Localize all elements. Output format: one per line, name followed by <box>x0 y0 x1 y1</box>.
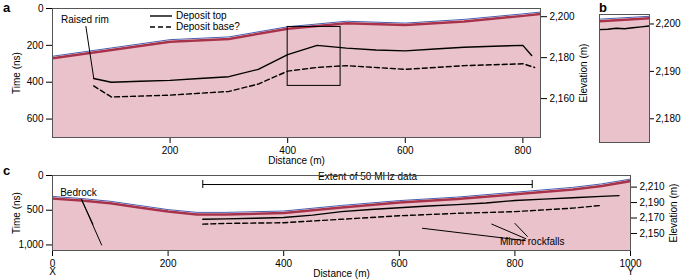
svg-text:Elevation (m): Elevation (m) <box>578 44 589 103</box>
svg-text:Elevation (m): Elevation (m) <box>668 184 679 243</box>
html-text:b: b <box>599 0 607 15</box>
svg-text:2,190: 2,190 <box>640 197 665 208</box>
svg-text:600: 600 <box>397 145 414 156</box>
svg-text:Time (ns): Time (ns) <box>11 52 22 94</box>
svg-text:0: 0 <box>38 170 44 181</box>
svg-text:400: 400 <box>279 144 296 156</box>
svg-text:2,160: 2,160 <box>550 93 575 104</box>
svg-text:200: 200 <box>160 258 177 269</box>
svg-text:Distance (m): Distance (m) <box>268 155 325 166</box>
svg-text:0: 0 <box>38 3 44 14</box>
svg-text:600: 600 <box>27 113 44 124</box>
svg-text:2,170: 2,170 <box>640 212 665 223</box>
svg-text:1,000: 1,000 <box>18 239 43 250</box>
svg-text:2,150: 2,150 <box>640 228 665 239</box>
svg-text:600: 600 <box>391 258 408 269</box>
html-text:Deposit base?: Deposit base? <box>176 21 240 32</box>
svg-text:200: 200 <box>27 40 44 51</box>
svg-text:Y: Y <box>627 266 634 277</box>
svg-text:400: 400 <box>275 258 292 269</box>
svg-text:0: 0 <box>49 257 56 269</box>
html-text:Deposit top: Deposit top <box>176 10 227 21</box>
svg-text:Distance (m): Distance (m) <box>313 268 370 279</box>
svg-text:Minor rockfalls: Minor rockfalls <box>500 236 564 247</box>
svg-text:1000: 1000 <box>619 257 642 269</box>
svg-text:800: 800 <box>507 258 524 269</box>
svg-text:2,180: 2,180 <box>656 113 681 124</box>
svg-text:2,200: 2,200 <box>550 11 575 22</box>
svg-text:Time (ns): Time (ns) <box>11 192 22 234</box>
svg-text:2,190: 2,190 <box>656 66 681 77</box>
svg-text:Extent of 50 MHz data: Extent of 50 MHz data <box>318 171 417 182</box>
svg-text:2,200: 2,200 <box>656 18 681 29</box>
svg-text:800: 800 <box>515 145 532 156</box>
html-text:c: c <box>3 163 11 178</box>
svg-text:2,210: 2,210 <box>640 181 665 192</box>
svg-text:500: 500 <box>27 204 44 215</box>
svg-text:200: 200 <box>162 145 179 156</box>
svg-text:X: X <box>49 266 56 277</box>
svg-text:400: 400 <box>27 76 44 87</box>
svg-text:Bedrock: Bedrock <box>60 187 98 198</box>
svg-text:2,180: 2,180 <box>550 52 575 63</box>
html-text:a: a <box>3 0 11 15</box>
svg-text:Raised rim: Raised rim <box>61 14 109 25</box>
